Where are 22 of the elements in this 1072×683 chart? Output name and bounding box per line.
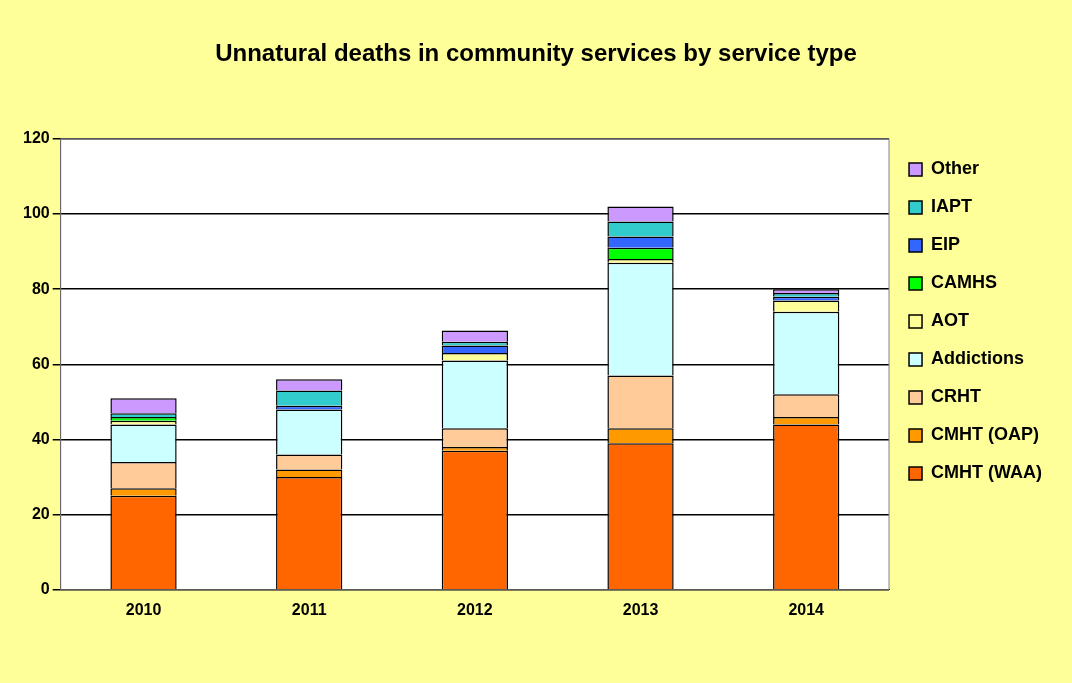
x-tick-label: 2010 (125, 600, 162, 618)
legend-label: IAPT (931, 196, 973, 217)
legend-label: CMHT (OAP) (931, 424, 1040, 445)
x-tick-label: 2014 (788, 600, 825, 618)
chart-title: Unnatural deaths in community services by service type (215, 39, 857, 67)
y-tick-label: 40 (31, 429, 50, 447)
y-tick-label: 120 (22, 129, 50, 147)
y-tick-label: 100 (22, 204, 50, 222)
y-tick-label: 0 (40, 580, 50, 598)
legend-label: CMHT (WAA) (931, 462, 1043, 483)
legend-label: CAMHS (931, 272, 998, 293)
legend-label: AOT (931, 310, 970, 331)
legend-label: CRHT (931, 386, 982, 407)
x-tick-label: 2011 (291, 600, 327, 618)
y-tick-label: 80 (31, 279, 50, 297)
x-tick-label: 2013 (622, 600, 659, 618)
legend-label: Other (931, 158, 980, 179)
y-tick-label: 20 (31, 505, 50, 523)
x-tick-label: 2012 (457, 600, 493, 618)
legend-label: EIP (931, 234, 961, 255)
y-tick-label: 60 (31, 354, 50, 372)
legend-label: Addictions (931, 348, 1025, 369)
